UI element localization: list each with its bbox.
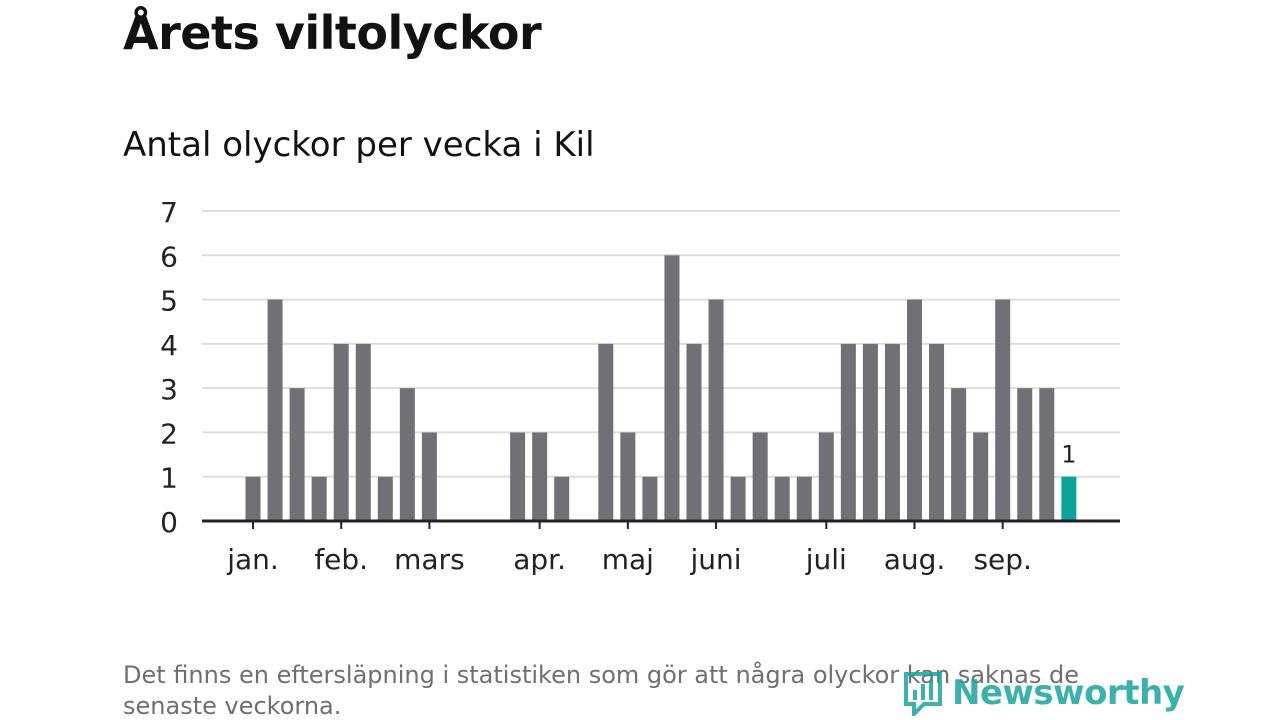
bar	[973, 432, 989, 521]
x-tick-label: maj	[602, 543, 654, 576]
bar	[929, 343, 945, 521]
bar	[245, 476, 261, 521]
y-tick-label: 1	[160, 462, 178, 495]
bar	[311, 476, 327, 521]
bar	[510, 432, 526, 521]
bar	[840, 343, 856, 521]
y-axis-ticks: 0 1 2 3 4 5 6 7	[160, 196, 178, 539]
bar	[884, 343, 900, 521]
y-tick-label: 4	[160, 329, 178, 362]
x-tick-label: feb.	[314, 543, 368, 576]
chart-grid	[202, 210, 1120, 478]
x-axis-labels: jan. feb. mars apr. maj juni juli aug. sep.	[226, 521, 1032, 576]
x-tick-label: jan.	[226, 543, 279, 576]
chart-annotations: 1	[1061, 441, 1076, 469]
chart-subtitle: Antal olyckor per vecka i Kil	[123, 125, 595, 165]
bar	[399, 388, 415, 521]
bar	[730, 476, 746, 521]
bar	[377, 476, 393, 521]
bar	[289, 388, 305, 521]
bar	[686, 343, 702, 521]
bar	[664, 255, 680, 522]
x-tick-label: mars	[394, 543, 465, 576]
bar	[818, 432, 834, 521]
x-tick-label: apr.	[513, 543, 566, 576]
bar	[907, 299, 922, 521]
bar	[620, 432, 636, 521]
bar	[951, 388, 967, 521]
bar	[752, 432, 768, 521]
y-tick-label: 5	[160, 285, 178, 318]
newsworthy-logo[interactable]: Newsworthy	[902, 668, 1185, 718]
y-tick-label: 0	[160, 506, 178, 539]
bar	[421, 432, 437, 521]
bar	[1039, 388, 1055, 521]
bar	[862, 343, 878, 521]
bar	[333, 343, 349, 521]
logo-text: Newsworthy	[952, 673, 1185, 713]
bar	[1017, 388, 1033, 521]
bar	[708, 299, 724, 521]
y-tick-label: 7	[160, 196, 178, 229]
x-tick-label: sep.	[973, 543, 1032, 576]
bar	[642, 476, 658, 521]
bar-chart-logo-icon	[904, 672, 942, 716]
page-title: Årets viltolyckor	[123, 6, 542, 60]
x-tick-label: juni	[690, 543, 742, 576]
y-tick-label: 2	[160, 417, 178, 450]
bar	[355, 343, 371, 521]
y-tick-label: 6	[160, 240, 178, 273]
bar	[774, 476, 790, 521]
x-tick-label: juli	[805, 543, 847, 576]
bar	[532, 432, 548, 521]
chart-bars	[245, 255, 1077, 522]
bar	[554, 476, 570, 521]
bar	[995, 299, 1011, 521]
x-tick-label: aug.	[884, 543, 946, 576]
y-tick-label: 3	[160, 373, 178, 406]
bar	[598, 343, 614, 521]
bar-current-week	[1061, 476, 1077, 521]
bar	[796, 476, 812, 521]
bar	[267, 299, 283, 521]
last-value-label: 1	[1061, 441, 1076, 469]
